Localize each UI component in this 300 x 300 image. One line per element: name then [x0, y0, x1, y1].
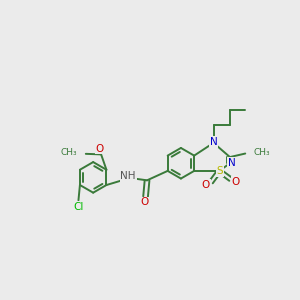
- Text: NH: NH: [121, 172, 136, 182]
- Text: O: O: [232, 177, 240, 187]
- Text: N: N: [227, 158, 235, 168]
- Text: S: S: [217, 166, 223, 176]
- Text: CH₃: CH₃: [60, 148, 77, 157]
- Text: O: O: [95, 143, 104, 154]
- Text: Cl: Cl: [73, 202, 84, 212]
- Text: CH₃: CH₃: [254, 148, 270, 157]
- Text: N: N: [210, 137, 218, 147]
- Text: O: O: [202, 180, 210, 190]
- Text: O: O: [140, 197, 148, 207]
